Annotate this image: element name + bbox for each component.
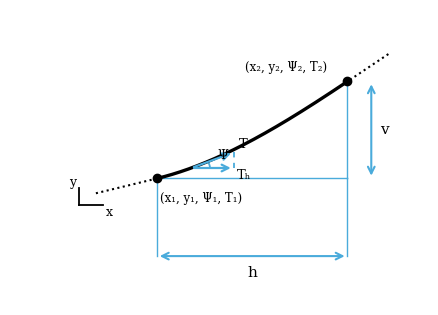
Text: Ψ: Ψ	[217, 149, 228, 162]
Text: y: y	[69, 176, 76, 189]
Text: Tₕ: Tₕ	[237, 169, 251, 182]
Text: (x₁, y₁, Ψ₁, T₁): (x₁, y₁, Ψ₁, T₁)	[160, 192, 242, 205]
Text: v: v	[379, 123, 388, 137]
Text: (x₂, y₂, Ψ₂, T₂): (x₂, y₂, Ψ₂, T₂)	[245, 61, 327, 74]
Text: h: h	[247, 266, 257, 280]
Text: T: T	[238, 138, 247, 151]
Text: x: x	[106, 206, 113, 219]
